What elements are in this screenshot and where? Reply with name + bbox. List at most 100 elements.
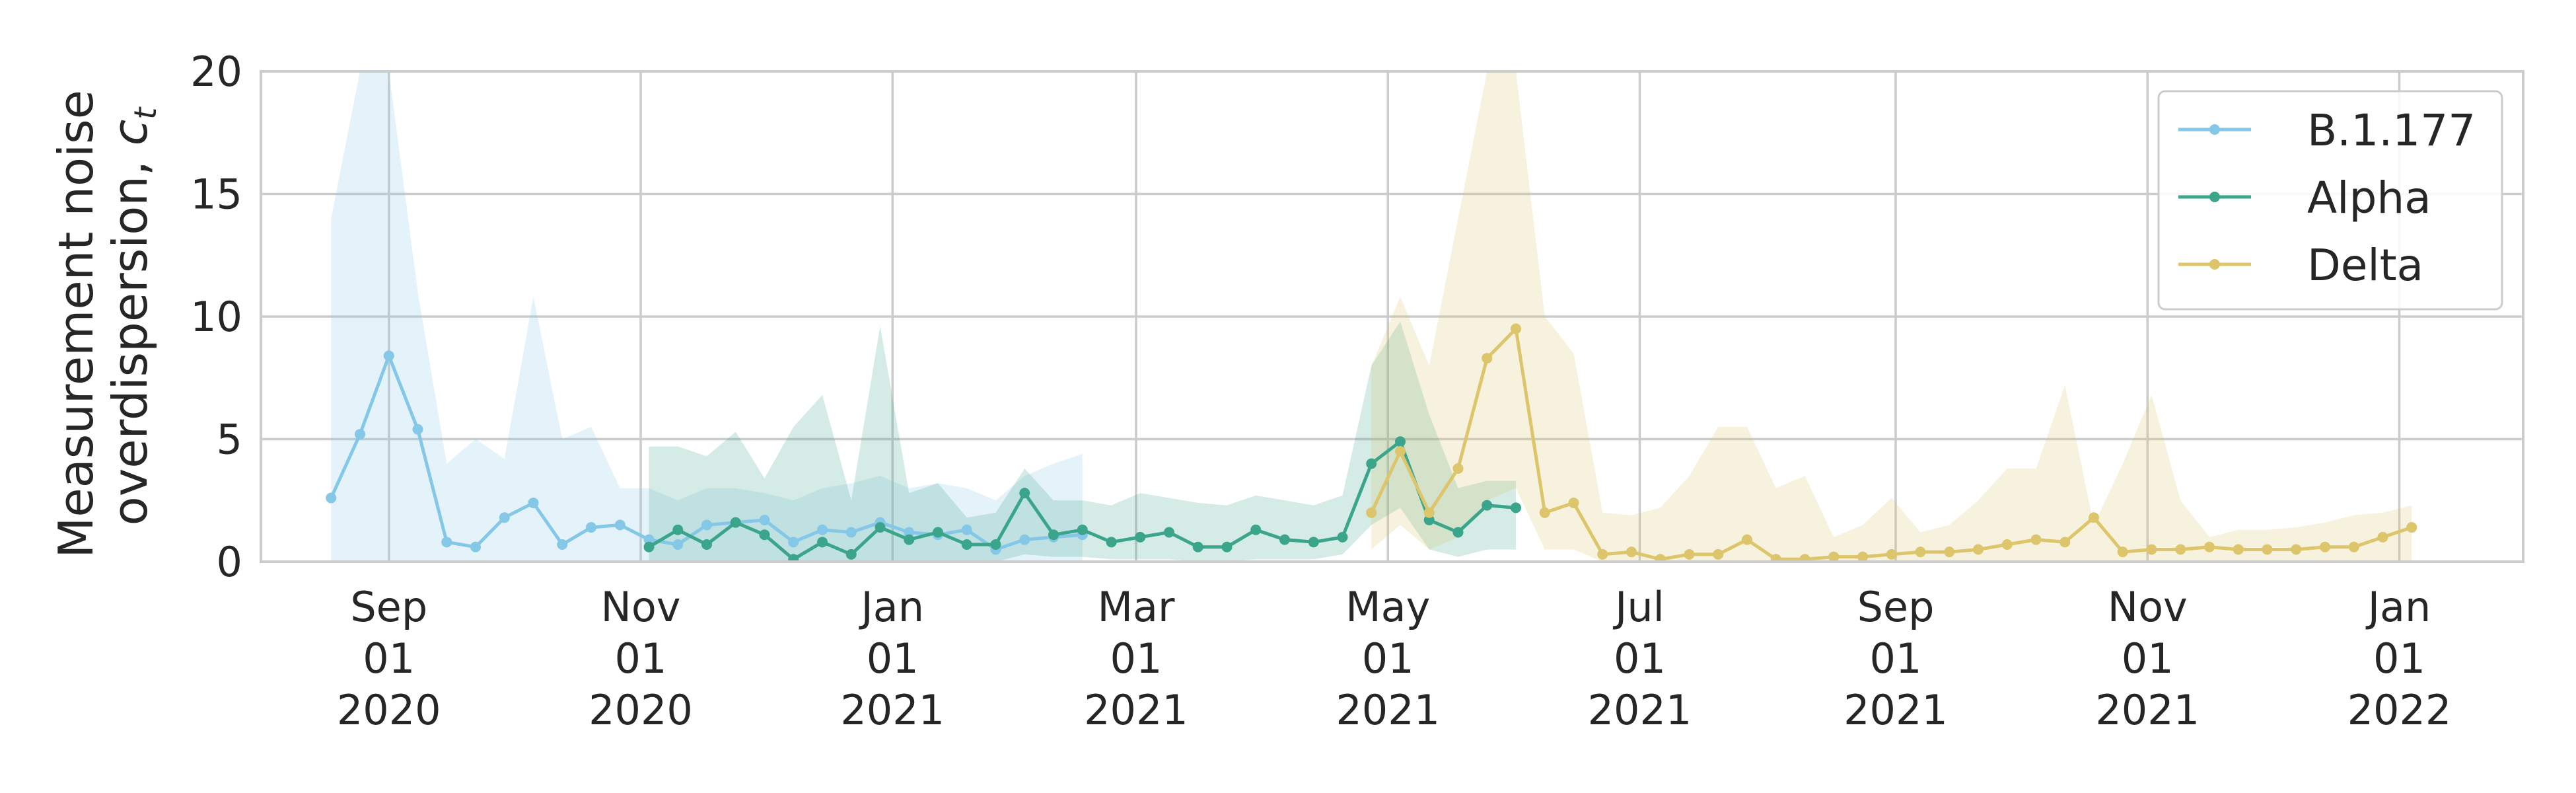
point-delta (1973, 544, 1984, 555)
point-delta (1511, 323, 1521, 334)
x-tick-label-line: 2021 (1843, 686, 1948, 734)
point-delta (2406, 522, 2417, 533)
x-tick-label: Mar 01 2021 (1084, 583, 1188, 734)
y-tick-label: 20 (190, 48, 242, 96)
legend-label-alpha: Alpha (2307, 172, 2431, 223)
point-delta (1568, 497, 1579, 508)
point-alpha (1106, 537, 1117, 548)
point-delta (2204, 541, 2215, 552)
point-b-1-177 (586, 522, 596, 533)
legend-marker-delta (2209, 259, 2220, 270)
x-tick-label-line: 01 (1614, 634, 1666, 683)
point-b-1-177 (672, 539, 684, 550)
x-tick-label-line: 2020 (589, 686, 693, 734)
point-alpha (1423, 514, 1435, 525)
point-delta (1857, 551, 1868, 562)
point-b-1-177 (759, 514, 770, 525)
y-axis-ticks: 0 5 10 15 20 (190, 48, 242, 586)
x-tick-label: Nov 01 2020 (589, 583, 693, 734)
legend-marker-b-1-177 (2209, 124, 2220, 135)
x-tick-label-line: May (1345, 583, 1430, 631)
y-tick-label: 0 (217, 538, 242, 586)
point-delta (1799, 554, 1810, 562)
point-b-1-177 (961, 524, 972, 535)
point-alpha (1395, 436, 1406, 447)
point-alpha (788, 554, 799, 562)
point-alpha (1452, 527, 1464, 538)
legend-marker-alpha (2209, 192, 2220, 202)
point-delta (1482, 353, 1493, 364)
point-alpha (1019, 488, 1030, 499)
point-b-1-177 (817, 524, 828, 535)
point-delta (2117, 547, 2128, 558)
x-tick-label-line: 01 (2373, 634, 2425, 683)
point-delta (1597, 548, 1608, 560)
x-tick-label-line: Mar (1098, 583, 1175, 631)
x-tick-label: Sep 01 2021 (1843, 583, 1948, 734)
x-tick-label-line: 01 (2122, 634, 2174, 683)
y-tick-label: 15 (190, 170, 242, 219)
point-alpha (1482, 500, 1493, 511)
point-delta (1828, 551, 1840, 562)
point-alpha (817, 537, 828, 548)
point-alpha (701, 539, 712, 550)
y-axis-label-line-2: overdispersion, ct (102, 106, 163, 526)
x-tick-label-line: Nov (2108, 583, 2188, 631)
point-alpha (643, 541, 655, 552)
point-delta (1770, 554, 1781, 562)
x-tick-label-line: 2020 (337, 686, 441, 734)
point-alpha (1135, 531, 1146, 543)
x-tick-label-line: 01 (363, 634, 415, 683)
point-b-1-177 (1019, 534, 1030, 545)
x-tick-label-line: Sep (350, 583, 427, 631)
legend: B.1.177 Alpha Delta (2157, 90, 2503, 311)
point-alpha (1164, 527, 1174, 538)
point-alpha (904, 534, 915, 545)
x-tick-label-line: Sep (1857, 583, 1935, 631)
point-delta (1684, 548, 1695, 560)
x-tick-label-line: 01 (615, 634, 667, 683)
point-delta (1944, 547, 1955, 558)
y-tick-label: 5 (217, 416, 242, 464)
point-delta (2059, 537, 2071, 548)
point-b-1-177 (643, 534, 655, 545)
legend-label-delta: Delta (2307, 240, 2423, 291)
point-delta (1713, 548, 1724, 560)
point-delta (1452, 463, 1464, 474)
x-tick-label-line: 01 (867, 634, 919, 683)
point-b-1-177 (326, 492, 337, 504)
point-alpha (1337, 531, 1348, 543)
x-tick-label: Jul 01 2021 (1588, 583, 1692, 734)
point-delta (1366, 507, 1377, 518)
point-delta (1395, 446, 1406, 457)
point-alpha (1279, 534, 1290, 545)
point-b-1-177 (441, 537, 452, 548)
point-b-1-177 (355, 429, 365, 440)
point-alpha (933, 527, 943, 538)
point-alpha (1192, 541, 1203, 552)
point-alpha (990, 539, 1001, 550)
point-delta (1742, 534, 1752, 545)
x-tick-label-line: 01 (1110, 634, 1163, 683)
point-delta (1626, 547, 1637, 558)
x-tick-label-line: 2021 (840, 686, 945, 734)
x-tick-label-line: 2021 (1336, 686, 1440, 734)
point-b-1-177 (383, 350, 394, 361)
point-alpha (845, 548, 857, 560)
point-delta (2262, 544, 2273, 555)
point-alpha (1221, 541, 1233, 552)
point-alpha (1511, 502, 1521, 513)
point-alpha (1366, 458, 1377, 469)
y-axis-label: Measurement noise overdispersion, ct (48, 75, 163, 558)
point-delta (2030, 534, 2042, 545)
x-tick-label: Nov 01 2021 (2095, 583, 2200, 734)
y-axis-label-line-1: Measurement noise (48, 90, 104, 558)
point-delta (1886, 548, 1897, 560)
uncertainty-bands (331, 71, 2412, 562)
point-delta (1539, 507, 1550, 518)
x-tick-label-line: 01 (1870, 634, 1922, 683)
point-b-1-177 (788, 537, 799, 548)
point-b-1-177 (614, 519, 626, 531)
point-delta (2320, 541, 2330, 552)
point-alpha (672, 524, 684, 535)
